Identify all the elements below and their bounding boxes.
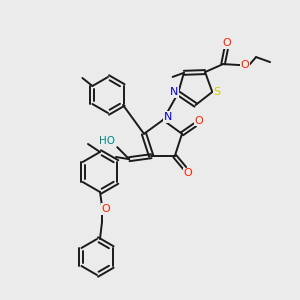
Text: N: N — [170, 87, 178, 97]
Text: N: N — [164, 112, 172, 122]
Text: O: O — [241, 60, 249, 70]
Text: O: O — [195, 116, 203, 126]
Text: O: O — [223, 38, 231, 48]
Text: HO: HO — [99, 136, 115, 146]
Text: O: O — [183, 168, 192, 178]
Text: O: O — [102, 204, 110, 214]
Text: S: S — [214, 87, 221, 97]
